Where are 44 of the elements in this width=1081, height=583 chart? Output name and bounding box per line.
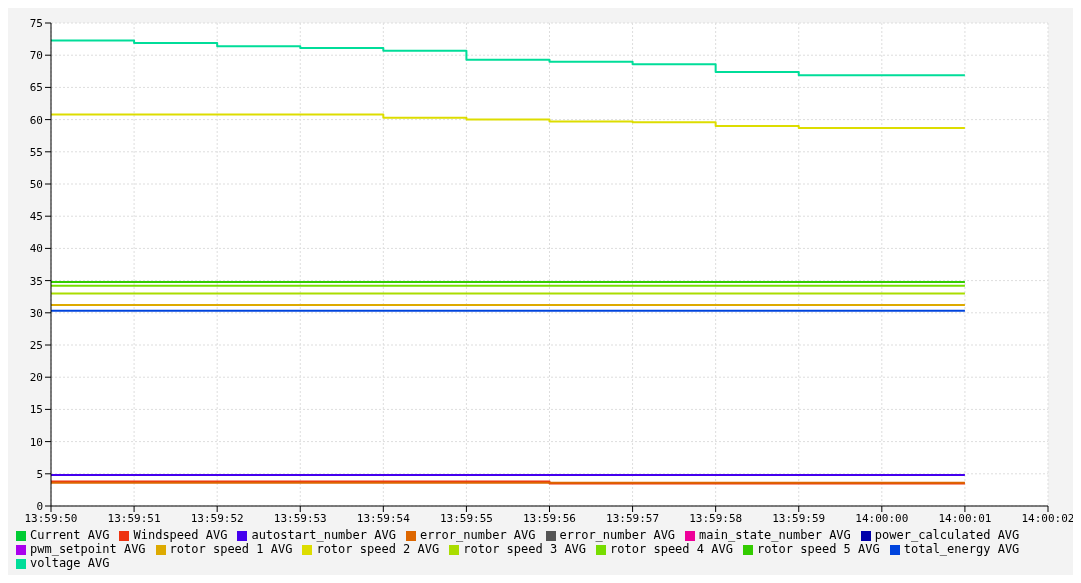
x-tick-label: 13:59:54 (356, 511, 411, 525)
y-tick-label: 50 (29, 177, 43, 191)
legend-label: rotor speed 4 AVG (610, 542, 733, 556)
legend-label: voltage AVG (30, 556, 110, 570)
y-tick-label: 45 (29, 210, 43, 224)
x-tick-label: 13:59:56 (523, 511, 576, 525)
y-tick-label: 25 (29, 338, 43, 352)
legend-label: error_number AVG (419, 528, 536, 542)
y-tick-label: 40 (29, 242, 43, 256)
legend-label: Current AVG (30, 528, 110, 542)
legend-label: error_number AVG (559, 528, 676, 542)
y-tick-label: 15 (29, 403, 43, 417)
legend-label: rotor speed 2 AVG (316, 542, 440, 556)
x-tick-label: 13:59:53 (273, 511, 327, 525)
x-tick-label: 13:59:51 (107, 511, 161, 525)
x-tick-label: 13:59:58 (689, 511, 743, 525)
y-tick-label: 10 (29, 435, 43, 449)
legend-label: autostart_number AVG (251, 528, 396, 542)
legend-label: pwm_setpoint AVG (30, 542, 146, 556)
x-tick-label: 14:00:00 (855, 511, 909, 525)
legend-label: power_calculated AVG (874, 528, 1020, 542)
y-tick-label: 30 (29, 306, 43, 320)
legend-label: rotor speed 3 AVG (463, 542, 587, 556)
legend-label: Windspeed AVG (133, 528, 228, 542)
y-tick-label: 55 (29, 145, 43, 159)
legend-label: rotor speed 5 AVG (756, 542, 880, 556)
y-tick-label: 0 (36, 499, 43, 513)
x-tick-label: 13:59:50 (24, 511, 78, 525)
y-tick-label: 75 (29, 16, 43, 30)
y-tick-label: 5 (36, 467, 43, 481)
legend-label: rotor speed 1 AVG (169, 542, 293, 556)
x-tick-label: 13:59:57 (606, 511, 660, 525)
x-tick-label: 14:00:01 (938, 511, 992, 525)
y-tick-label: 60 (29, 113, 43, 127)
legend-label: main_state_number AVG (699, 528, 851, 542)
x-tick-label: 13:59:52 (190, 511, 244, 525)
y-tick-label: 70 (29, 49, 43, 63)
x-tick-label: 14:00:02 (1021, 511, 1075, 525)
x-tick-label: 13:59:55 (439, 511, 493, 525)
y-tick-label: 35 (29, 274, 43, 288)
y-tick-label: 65 (29, 81, 43, 95)
y-tick-label: 20 (29, 371, 43, 385)
legend-label: total_energy AVG (903, 542, 1020, 556)
x-tick-label: 13:59:59 (772, 511, 826, 525)
